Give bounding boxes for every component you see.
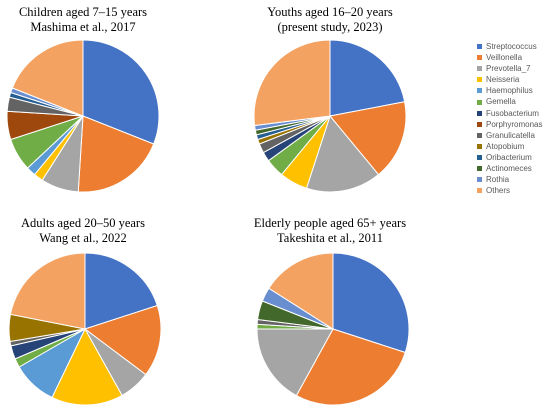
legend-swatch xyxy=(477,44,482,50)
chart-title-youths: Youths aged 16–20 years (present study, … xyxy=(240,5,420,35)
legend-item-granulicatella: Granulicatella xyxy=(477,130,542,141)
legend-swatch xyxy=(477,177,482,183)
legend-item-actinomeces: Actinomeces xyxy=(477,163,542,174)
legend-swatch xyxy=(477,110,482,116)
legend-swatch xyxy=(477,99,482,105)
legend-label: Fusobacterium xyxy=(486,108,539,118)
chart-title-elderly: Elderly people aged 65+ years Takeshita … xyxy=(240,216,420,246)
title-line2: Takeshita et al., 2011 xyxy=(277,231,383,245)
title-line1: Adults aged 20–50 years xyxy=(21,216,145,230)
legend-swatch xyxy=(477,154,482,160)
pie-slice-streptococcus xyxy=(329,39,406,117)
chart-title-adults: Adults aged 20–50 years Wang et al., 202… xyxy=(0,216,173,246)
legend-label: Veillonella xyxy=(486,53,523,63)
legend-label: Others xyxy=(486,186,511,196)
legend-label: Haemophilus xyxy=(486,86,533,96)
legend-label: Streptococcus xyxy=(486,42,537,51)
legend-item-neisseria: Neisseria xyxy=(477,74,542,85)
pie-slice-others xyxy=(253,39,331,127)
legend-item-fusobacterium: Fusobacterium xyxy=(477,108,542,119)
pie-slice-prevotella-7 xyxy=(256,328,334,397)
legend-item-porphyromonas: Porphyromonas xyxy=(477,119,542,130)
legend-label: Prevotella_7 xyxy=(486,64,531,74)
legend-item-atopobium: Atopobium xyxy=(477,141,542,152)
legend-label: Granulicatella xyxy=(486,130,535,140)
pie-slice-streptococcus xyxy=(332,252,410,354)
legend-swatch xyxy=(477,77,482,83)
title-line2: Mashima et al., 2017 xyxy=(30,20,136,34)
pie-chart-youths xyxy=(253,39,407,193)
pie-slice-neisseria xyxy=(51,327,123,406)
legend-swatch xyxy=(477,121,482,127)
legend-label: Rothia xyxy=(486,175,510,185)
pie-slice-others xyxy=(268,252,334,330)
pie-chart-adults xyxy=(8,252,162,406)
pie-slice-streptococcus xyxy=(82,39,160,145)
title-line1: Youths aged 16–20 years xyxy=(267,5,393,19)
legend-swatch xyxy=(477,132,482,138)
pie-slice-veillonella xyxy=(83,304,162,376)
legend-swatch xyxy=(477,55,482,61)
pie-chart-elderly xyxy=(256,252,410,406)
chart-title-children: Children aged 7–15 years Mashima et al.,… xyxy=(0,5,173,35)
legend-label: Atopobium xyxy=(486,141,525,151)
pie-slice-veillonella xyxy=(77,115,155,193)
legend-label: Gemella xyxy=(486,97,516,107)
legend-item-rothia: Rothia xyxy=(477,174,542,185)
title-line2: (present study, 2023) xyxy=(277,20,383,34)
legend-swatch xyxy=(477,66,482,72)
legend-item-haemophilus: Haemophilus xyxy=(477,85,542,96)
title-line2: Wang et al., 2022 xyxy=(39,231,127,245)
legend-label: Porphyromonas xyxy=(486,119,543,129)
legend-item-veillonella: Veillonella xyxy=(477,52,542,63)
legend: Streptococcus Veillonella Prevotella_7 Neis… xyxy=(477,41,542,196)
legend-item-streptococcus: Streptococcus xyxy=(477,41,542,52)
legend-swatch xyxy=(477,166,482,172)
pie-slice-prevotella-7 xyxy=(305,114,380,193)
legend-item-oribacterium: Oribacterium xyxy=(477,152,542,163)
title-line1: Elderly people aged 65+ years xyxy=(253,216,407,230)
pie-slice-others xyxy=(9,252,86,330)
legend-label: Actinomeces xyxy=(486,164,532,174)
pie-slice-veillonella xyxy=(295,328,406,406)
pie-slice-veillonella xyxy=(329,101,407,176)
legend-label: Neisseria xyxy=(486,75,520,85)
pie-slice-others xyxy=(11,39,84,117)
legend-item-others: Others xyxy=(477,185,542,196)
legend-item-prevotella-7: Prevotella_7 xyxy=(477,63,542,74)
legend-swatch xyxy=(477,143,482,149)
legend-swatch xyxy=(477,88,482,94)
legend-label: Oribacterium xyxy=(486,152,532,162)
legend-item-gemella: Gemella xyxy=(477,96,542,107)
title-line1: Children aged 7–15 years xyxy=(18,5,148,19)
legend-swatch xyxy=(477,188,482,194)
pie-slice-streptococcus xyxy=(84,252,158,330)
pie-chart-children xyxy=(6,39,160,193)
